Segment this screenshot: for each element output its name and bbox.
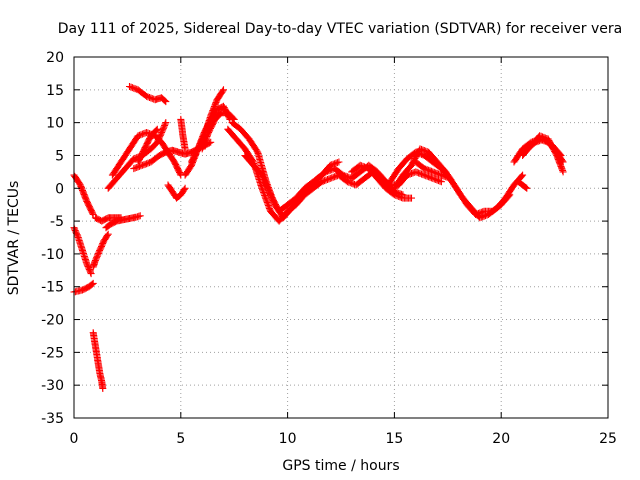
- y-tick-label: -10: [41, 247, 64, 263]
- y-tick-label: -5: [50, 214, 64, 230]
- x-tick-label: 0: [70, 431, 79, 447]
- y-tick-label: 5: [55, 148, 64, 164]
- data-markers: [102, 212, 144, 232]
- series-track-25: [514, 178, 531, 192]
- series-track-24: [412, 158, 454, 182]
- y-tick-label: 0: [55, 181, 64, 197]
- data-markers: [188, 86, 227, 166]
- data-markers: [126, 83, 170, 106]
- data-points: [70, 83, 567, 392]
- data-markers: [89, 329, 107, 392]
- y-tick-label: 20: [46, 50, 64, 66]
- data-markers: [134, 125, 161, 166]
- series-track-28: [523, 135, 565, 159]
- y-tick-label: -20: [41, 313, 64, 329]
- series-track-13: [164, 181, 189, 202]
- chart-title: Day 111 of 2025, Sidereal Day-to-day VTE…: [58, 21, 622, 37]
- series-track-20: [241, 152, 343, 215]
- y-tick-labels: -35 -30 -25 -20 -15 -10 -5 0 5 10 15 20: [41, 50, 64, 427]
- data-markers: [241, 152, 343, 215]
- data-markers: [164, 181, 189, 202]
- x-axis-label: GPS time / hours: [282, 458, 399, 474]
- series-track-4: [89, 329, 107, 392]
- data-markers: [198, 109, 238, 153]
- series-track-14: [177, 115, 189, 153]
- x-tick-label: 5: [176, 431, 185, 447]
- plot-frame: [73, 56, 609, 419]
- axis-ticks: [73, 56, 609, 419]
- data-markers: [523, 135, 565, 159]
- series-track-17: [198, 109, 238, 153]
- y-tick-label: -30: [41, 378, 64, 394]
- y-tick-label: -25: [41, 345, 64, 361]
- y-tick-label: -35: [41, 411, 64, 427]
- data-markers: [89, 230, 112, 271]
- series-track-5: [89, 230, 112, 271]
- x-tick-label: 15: [385, 431, 403, 447]
- x-tick-label: 20: [492, 431, 510, 447]
- series-track-16: [188, 86, 227, 166]
- data-markers: [224, 125, 445, 225]
- series-track-10: [126, 83, 170, 106]
- y-tick-label: -15: [41, 280, 64, 296]
- grid-lines: [74, 57, 608, 418]
- data-markers: [177, 115, 189, 153]
- x-tick-label: 25: [599, 431, 617, 447]
- series-track-7: [102, 212, 144, 232]
- data-markers: [514, 178, 531, 192]
- data-markers: [348, 161, 415, 202]
- series-track-21: [348, 161, 415, 202]
- y-tick-label: 10: [46, 116, 64, 132]
- data-markers: [412, 158, 454, 182]
- series-track-12: [134, 125, 161, 166]
- y-axis-label: SDTVAR / TECUs: [6, 181, 22, 296]
- y-tick-label: 15: [46, 83, 64, 99]
- x-tick-label: 10: [279, 431, 297, 447]
- x-tick-labels: 0 5 10 15 20 25: [70, 431, 617, 447]
- series-track-18: [224, 125, 445, 225]
